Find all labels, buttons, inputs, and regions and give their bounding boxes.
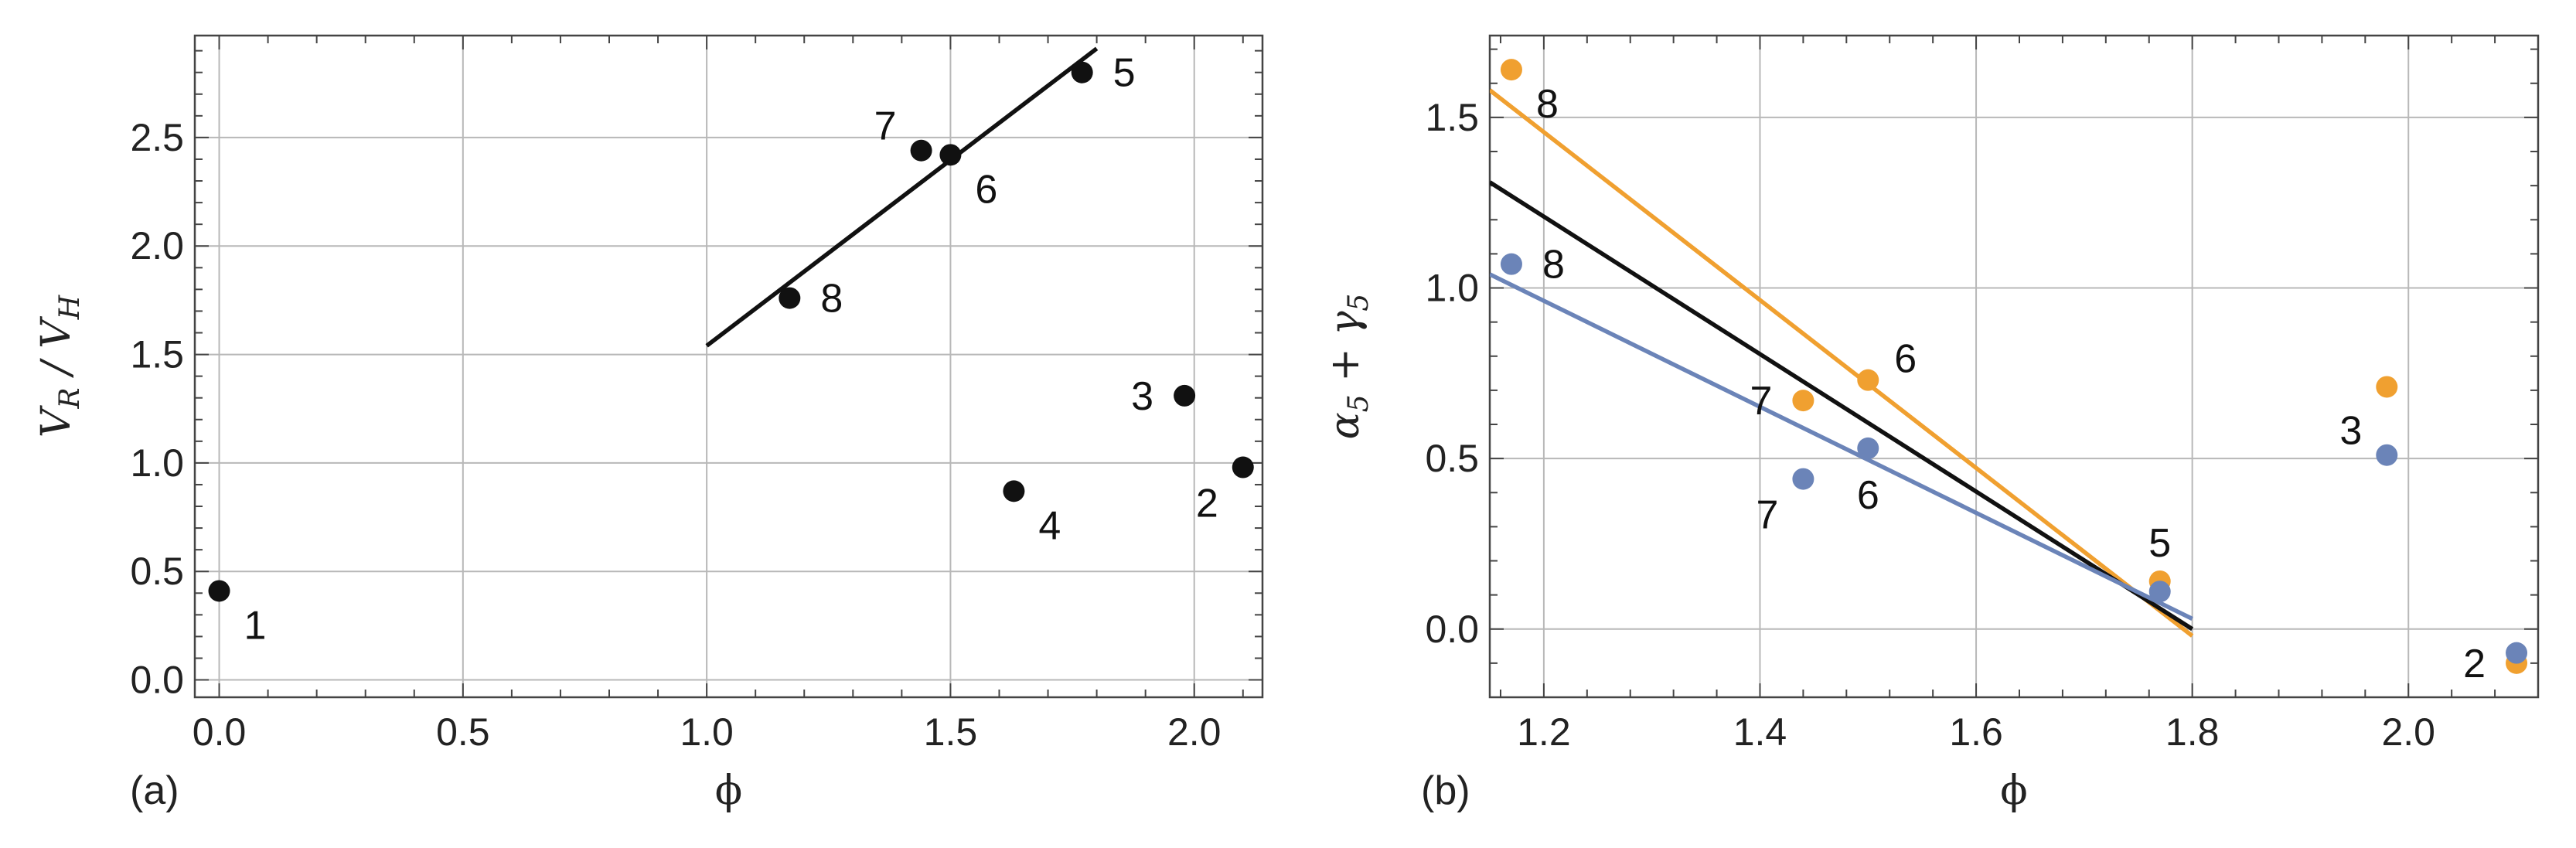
panel-a-plot: 0.0 0.5 1.0 1.5 2.0 0.0 0.5 1.0 1.5 2.0 2.5 1 2 3 4 5 6 7… — [33, 34, 1264, 814]
panel-b-fit-line — [1490, 272, 2193, 621]
panel-a-y-tick-label: 0.0 — [130, 659, 184, 702]
panel-b-panel-label: (b) — [1421, 768, 1470, 813]
panel-b-frame — [1488, 34, 2540, 699]
panel-b-fit-line — [1490, 88, 2194, 638]
panel-b-data-point — [1857, 437, 1879, 459]
panel-b-data-point — [1857, 369, 1879, 391]
panel-b-point-label: 7 — [1750, 379, 1772, 424]
panel-b-point-label: 2 — [2463, 642, 2486, 686]
panel-a-data-point — [1174, 384, 1196, 407]
panel-a-y-axis-label-part: H — [54, 295, 86, 320]
panel-a-data-point — [779, 287, 801, 309]
panel-b-y-tick-label: 0.5 — [1425, 437, 1479, 480]
panel-a-point-label: 7 — [874, 104, 897, 149]
panel-b-data-point — [2376, 444, 2398, 466]
panel-b-data-point — [2506, 642, 2528, 664]
panel-a-fit-lines — [705, 46, 1099, 348]
panel-b-x-tick-label: 1.8 — [2165, 710, 2220, 754]
panel-a-point-label: 3 — [1131, 374, 1153, 419]
panel-b-plot: 1.2 1.4 1.6 1.8 2.0 0.0 0.5 1.0 1.5 8 7 6 5 2 8 7 6 3 ϕ α5 … — [1322, 34, 2540, 814]
panel-b-y-axis-label-part: α — [1322, 412, 1368, 439]
panel-b-y-axis-label: α5 + γ5 — [1322, 294, 1375, 440]
panel-b-y-axis-label-part: + — [1322, 335, 1368, 395]
panel-b-y-axis-label-part: 5 — [1343, 294, 1375, 312]
panel-a-point-label: 5 — [1113, 51, 1136, 96]
panel-b-point-label: 6 — [1857, 473, 1879, 518]
panel-b-fit-line — [1490, 180, 2194, 632]
panel-b-x-tick-label: 1.6 — [1949, 710, 2003, 754]
panel-b-y-axis-label-part: γ — [1322, 311, 1368, 335]
panel-a-y-axis-label-part: V — [33, 405, 80, 438]
panel-b-x-axis-label: ϕ — [2000, 768, 2027, 814]
panel-a-data-point — [939, 144, 962, 166]
panel-b-y-tick-label: 1.5 — [1425, 96, 1479, 139]
panel-a-y-axis-label-part: R — [54, 387, 86, 409]
panel-a-y-tick-label: 2.0 — [130, 224, 184, 267]
panel-a-point-label: 1 — [244, 603, 267, 648]
panel-b-data-point — [1500, 59, 1522, 81]
panel-b-point-label: 5 — [2148, 521, 2171, 566]
panel-b-y-tick-label: 1.0 — [1425, 267, 1479, 310]
panel-a-point-label: 8 — [820, 277, 843, 322]
panel-b-x-tick-label: 1.2 — [1517, 710, 1571, 754]
panel-a-x-axis-label: ϕ — [715, 768, 742, 814]
panel-b-point-label: 8 — [1542, 243, 1565, 288]
panel-a-frame — [193, 34, 1264, 699]
panel-a-fit-line — [705, 46, 1099, 348]
panel-a-x-tick-label: 0.0 — [193, 710, 247, 754]
panel-a-y-axis-label-part: / — [33, 349, 80, 388]
panel-b-x-tick-label: 2.0 — [2381, 710, 2435, 754]
panel-a-data-point — [1071, 61, 1093, 83]
panel-b-point-label: 6 — [1894, 337, 1917, 382]
panel-b-point-label: 8 — [1536, 82, 1559, 127]
panel-a-data-point — [1003, 480, 1025, 502]
panel-a-data-point — [208, 580, 230, 602]
panel-a-y-tick-label: 2.5 — [130, 116, 184, 159]
panel-a-x-tick-label: 2.0 — [1167, 710, 1222, 754]
panel-a-panel-label: (a) — [130, 768, 179, 813]
panel-a-y-tick-label: 1.0 — [130, 441, 184, 485]
panel-b-point-label: 7 — [1756, 493, 1778, 538]
panel-a-x-tick-label: 0.5 — [436, 710, 490, 754]
panel-b-y-axis-label-part: 5 — [1343, 394, 1375, 412]
panel-b-data-point — [1500, 253, 1522, 275]
panel-a-data-point — [910, 139, 932, 162]
panel-a-y-tick-label: 1.5 — [130, 333, 184, 376]
panel-a-point-label: 2 — [1196, 482, 1218, 526]
panel-b-fit-lines — [1490, 88, 2194, 638]
panel-b-data-point — [1792, 390, 1814, 412]
panel-a-y-tick-label: 0.5 — [130, 550, 184, 593]
panel-a-point-label: 6 — [975, 167, 997, 212]
panel-a-data-point — [1232, 456, 1254, 478]
panel-a-y-axis-label: VR / VH — [33, 295, 86, 438]
panel-a-y-axis-label-part: V — [33, 316, 80, 349]
panel-b-y-tick-label: 0.0 — [1425, 608, 1479, 651]
panel-b-data-point — [2376, 376, 2398, 398]
panel-a-point-label: 4 — [1038, 503, 1061, 548]
panel-b-point-label: 3 — [2339, 409, 2362, 454]
panel-a-x-tick-label: 1.5 — [924, 710, 978, 754]
panel-b-x-tick-label: 1.4 — [1733, 710, 1787, 754]
panel-a-x-tick-label: 1.0 — [680, 710, 734, 754]
panel-b-data-point — [2148, 581, 2171, 603]
panel-b-data-point — [1792, 468, 1814, 490]
